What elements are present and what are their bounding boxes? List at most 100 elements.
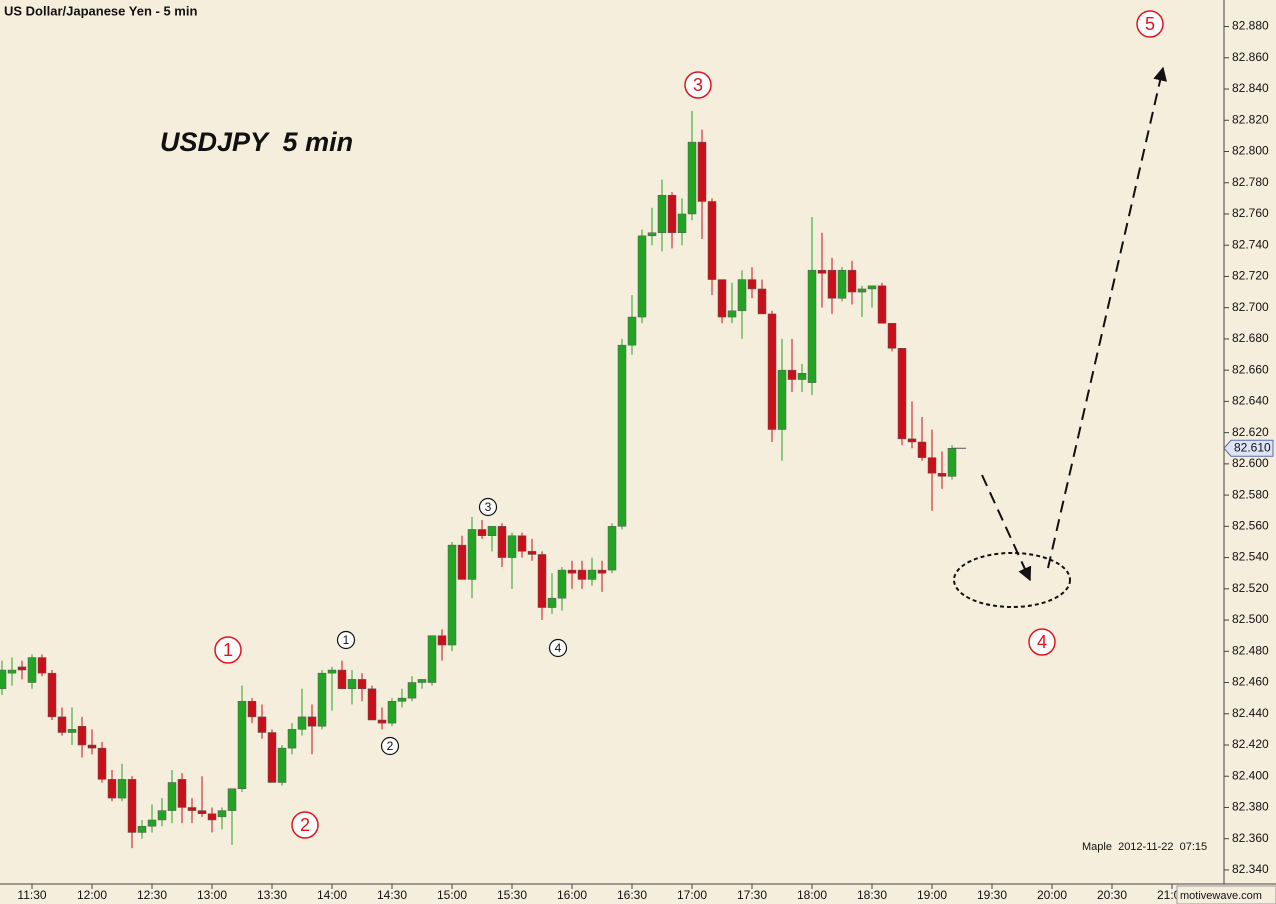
candle-body bbox=[187, 807, 197, 811]
y-tick-label: 82.640 bbox=[1232, 394, 1269, 408]
subwave-label: 2 bbox=[387, 739, 394, 753]
candle-body bbox=[57, 716, 67, 733]
candle-body bbox=[637, 235, 647, 318]
target-zone bbox=[953, 552, 1071, 608]
candle-body bbox=[157, 810, 167, 821]
x-tick-label: 18:30 bbox=[857, 888, 887, 902]
wave-label: 1 bbox=[223, 640, 233, 660]
y-tick-label: 82.540 bbox=[1232, 550, 1269, 564]
candle-body bbox=[727, 310, 737, 318]
candle-body bbox=[797, 373, 807, 380]
candle-body bbox=[657, 194, 667, 233]
x-tick-label: 14:00 bbox=[317, 888, 347, 902]
y-tick-label: 82.780 bbox=[1232, 175, 1269, 189]
candle-body bbox=[867, 285, 877, 290]
y-tick-label: 82.380 bbox=[1232, 800, 1269, 814]
candle-body bbox=[457, 544, 467, 580]
candle-body bbox=[897, 348, 907, 440]
y-tick-label: 82.580 bbox=[1232, 487, 1269, 501]
candle-body bbox=[707, 201, 717, 280]
x-tick-label: 17:30 bbox=[737, 888, 767, 902]
subwave-label-circle bbox=[336, 630, 356, 650]
y-tick-label: 82.740 bbox=[1232, 237, 1269, 251]
candle-body bbox=[697, 141, 707, 202]
candle-body bbox=[647, 232, 657, 237]
candle-body bbox=[887, 323, 897, 349]
candle-body bbox=[17, 666, 27, 671]
plot: 82.340 82.360 82.380 82.400 82.420 82.440 82.4… bbox=[0, 10, 1274, 902]
chart-title: US Dollar/Japanese Yen - 5 min bbox=[4, 3, 197, 18]
candle-body bbox=[257, 716, 267, 733]
candle-body bbox=[107, 779, 117, 799]
candle-body bbox=[677, 213, 687, 233]
candle-body bbox=[37, 657, 47, 674]
y-tick-label: 82.420 bbox=[1232, 737, 1269, 751]
candle-body bbox=[277, 747, 287, 783]
candle-body bbox=[167, 782, 177, 811]
x-tick-label: 16:30 bbox=[617, 888, 647, 902]
candle-body bbox=[667, 194, 677, 233]
candle-body bbox=[327, 669, 337, 674]
candle-body bbox=[77, 726, 87, 746]
candle-body bbox=[377, 719, 387, 724]
candle-body bbox=[97, 747, 107, 780]
candle-body bbox=[937, 472, 947, 477]
y-tick-label: 82.600 bbox=[1232, 456, 1269, 470]
candle-body bbox=[177, 779, 187, 808]
projection-arrow bbox=[1047, 66, 1167, 569]
candle-body bbox=[307, 716, 317, 727]
wave-label-circle bbox=[684, 71, 712, 99]
candle-body bbox=[717, 279, 727, 318]
subwave-label: 4 bbox=[555, 641, 562, 655]
candle-body bbox=[687, 141, 697, 215]
last-price-label: 82.610 bbox=[1234, 440, 1271, 454]
y-tick-label: 82.340 bbox=[1232, 862, 1269, 876]
candle-body bbox=[207, 813, 217, 821]
candle-body bbox=[947, 447, 957, 477]
y-tick-label: 82.700 bbox=[1232, 300, 1269, 314]
candle-body bbox=[447, 544, 457, 646]
candle-body bbox=[367, 688, 377, 721]
candle-body bbox=[597, 569, 607, 574]
subwave-label: 3 bbox=[485, 500, 492, 514]
candle-body bbox=[537, 554, 547, 608]
x-tick-label: 11:30 bbox=[17, 888, 46, 902]
subwave-label: 1 bbox=[343, 633, 350, 647]
candle-body bbox=[67, 729, 77, 733]
y-tick-label: 82.500 bbox=[1232, 612, 1269, 626]
candle-body bbox=[7, 669, 17, 674]
candle-body bbox=[487, 526, 497, 536]
y-tick-label: 82.840 bbox=[1232, 81, 1269, 95]
watermark: motivewave.com bbox=[1180, 890, 1262, 902]
wave-label-circle bbox=[1136, 10, 1164, 38]
candle-body bbox=[857, 288, 867, 293]
candle-body bbox=[497, 526, 507, 558]
candle-body bbox=[137, 825, 147, 833]
x-tick-label: 20:00 bbox=[1037, 888, 1067, 902]
x-tick-label: 16:00 bbox=[557, 888, 587, 902]
y-tick-label: 82.880 bbox=[1232, 19, 1269, 33]
wave-label: 3 bbox=[693, 75, 703, 95]
candle-body bbox=[347, 679, 357, 690]
candle-body bbox=[427, 635, 437, 683]
candle-body bbox=[847, 269, 857, 293]
x-tick-label: 15:30 bbox=[497, 888, 527, 902]
last-price-tag bbox=[1223, 439, 1274, 457]
candle-body bbox=[827, 269, 837, 299]
y-tick-label: 82.760 bbox=[1232, 206, 1269, 220]
x-tick-label: 13:30 bbox=[257, 888, 287, 902]
subwave-label-circle bbox=[478, 497, 498, 517]
wave-label-circle bbox=[214, 636, 242, 664]
candle-body bbox=[117, 779, 127, 799]
candle-body bbox=[747, 279, 757, 290]
x-tick-label: 12:30 bbox=[137, 888, 167, 902]
x-tick-label: 18:00 bbox=[797, 888, 827, 902]
candle-body bbox=[477, 529, 487, 536]
candle-body bbox=[357, 679, 367, 690]
candle-body bbox=[587, 569, 597, 580]
candle-body bbox=[807, 269, 817, 383]
candle-body bbox=[517, 535, 527, 552]
y-tick-label: 82.660 bbox=[1232, 362, 1269, 376]
x-tick-label: 12:00 bbox=[77, 888, 107, 902]
